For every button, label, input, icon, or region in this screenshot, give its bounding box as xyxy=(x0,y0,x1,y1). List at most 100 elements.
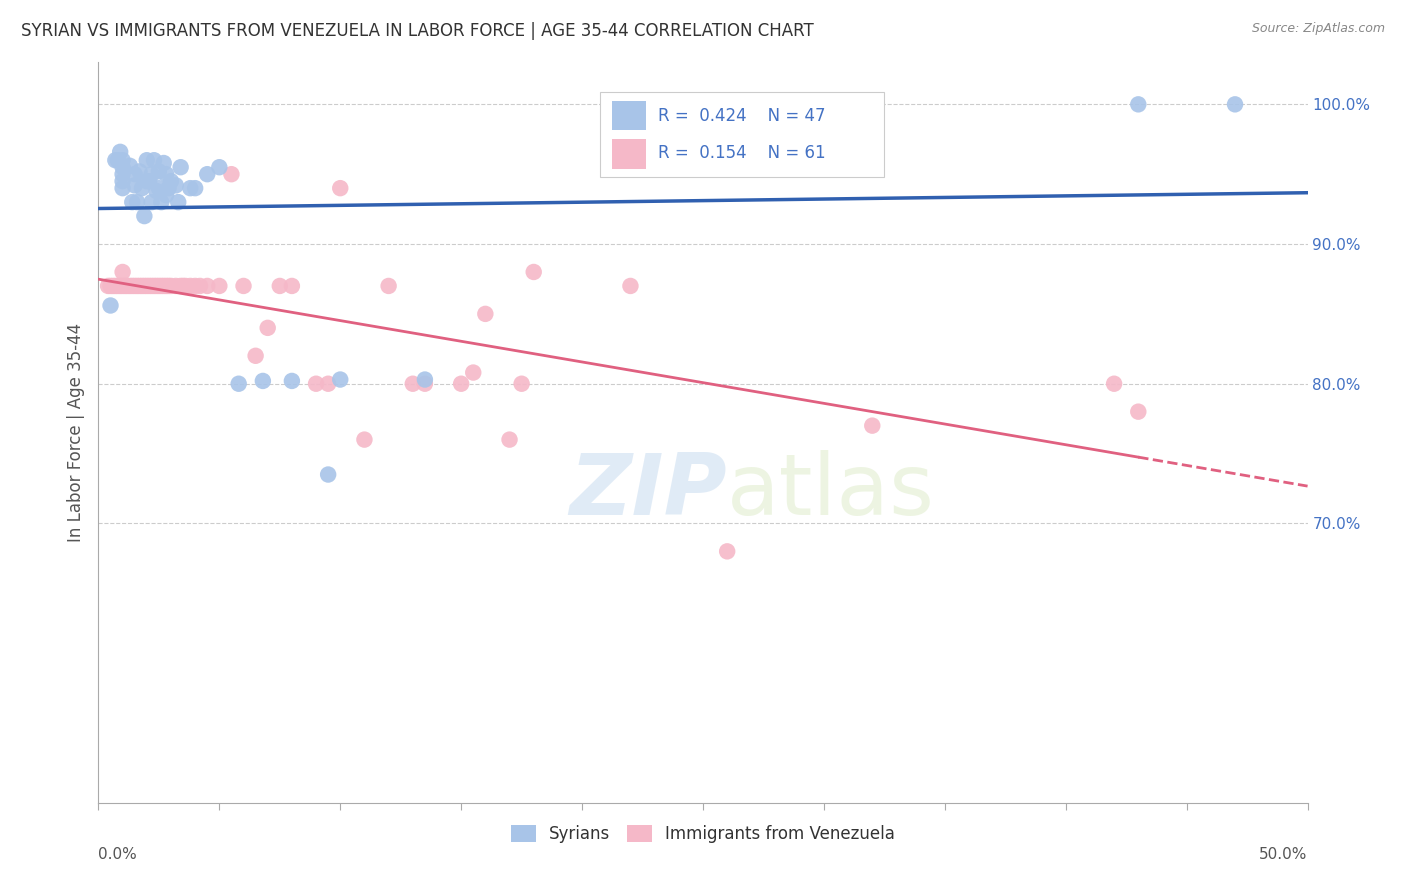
Point xyxy=(150,195,173,210)
Point xyxy=(256,321,278,335)
Point xyxy=(111,153,134,168)
Point xyxy=(155,188,177,202)
Point xyxy=(124,178,146,193)
Point xyxy=(474,307,496,321)
Point xyxy=(377,279,399,293)
Point xyxy=(111,160,134,174)
Point xyxy=(97,279,120,293)
Point xyxy=(281,279,304,293)
Point xyxy=(155,167,177,181)
Point xyxy=(118,159,141,173)
Point xyxy=(269,279,291,293)
Point xyxy=(450,376,472,391)
Point xyxy=(148,164,170,178)
Point xyxy=(413,376,436,391)
Text: 0.0%: 0.0% xyxy=(98,847,138,863)
Point xyxy=(138,174,160,188)
Point xyxy=(1128,97,1150,112)
Point xyxy=(117,279,139,293)
Point xyxy=(523,265,546,279)
Point xyxy=(134,209,156,223)
Point xyxy=(141,195,163,210)
Point xyxy=(111,174,134,188)
Point xyxy=(107,153,129,168)
Point xyxy=(128,164,150,178)
Bar xyxy=(613,101,647,130)
Point xyxy=(329,372,352,386)
Point xyxy=(174,279,197,293)
Point xyxy=(148,279,170,293)
Point xyxy=(108,279,131,293)
Point xyxy=(160,279,183,293)
Point xyxy=(281,374,304,388)
Point xyxy=(305,376,328,391)
Point xyxy=(134,279,156,293)
Point xyxy=(135,279,157,293)
Point xyxy=(157,181,180,195)
Point xyxy=(221,167,243,181)
Point xyxy=(127,195,149,210)
Point xyxy=(131,181,153,195)
Point xyxy=(1128,405,1150,419)
Legend: Syrians, Immigrants from Venezuela: Syrians, Immigrants from Venezuela xyxy=(505,819,901,850)
Text: Source: ZipAtlas.com: Source: ZipAtlas.com xyxy=(1251,22,1385,36)
Text: atlas: atlas xyxy=(727,450,935,533)
Point xyxy=(179,279,201,293)
Point xyxy=(148,181,170,195)
Point xyxy=(252,374,274,388)
Point xyxy=(100,279,122,293)
Text: SYRIAN VS IMMIGRANTS FROM VENEZUELA IN LABOR FORCE | AGE 35-44 CORRELATION CHART: SYRIAN VS IMMIGRANTS FROM VENEZUELA IN L… xyxy=(21,22,814,40)
Point xyxy=(413,372,436,386)
Point xyxy=(152,279,174,293)
Point xyxy=(165,178,187,193)
Point xyxy=(127,279,149,293)
Point xyxy=(208,279,231,293)
Point xyxy=(121,279,143,293)
Point xyxy=(245,349,267,363)
Point xyxy=(100,298,122,312)
Point xyxy=(184,279,207,293)
Point xyxy=(316,467,339,482)
Point xyxy=(353,433,375,447)
Point xyxy=(498,433,520,447)
Point xyxy=(1102,376,1125,391)
Point xyxy=(188,279,211,293)
Point xyxy=(169,160,191,174)
Point xyxy=(111,265,134,279)
Point xyxy=(179,181,201,195)
Text: 50.0%: 50.0% xyxy=(1260,847,1308,863)
Point xyxy=(121,195,143,210)
Point xyxy=(195,279,218,293)
Text: ZIP: ZIP xyxy=(569,450,727,533)
Point xyxy=(108,145,131,159)
Point xyxy=(316,376,339,391)
Point xyxy=(107,279,129,293)
Point xyxy=(104,153,127,168)
Point xyxy=(145,184,167,198)
Point xyxy=(111,279,134,293)
Point xyxy=(463,366,485,380)
Point xyxy=(128,279,150,293)
Point xyxy=(111,181,134,195)
Point xyxy=(138,279,160,293)
Point xyxy=(118,279,141,293)
Point xyxy=(141,167,163,181)
Point xyxy=(232,279,254,293)
Point xyxy=(228,376,250,391)
Text: R =  0.154    N = 61: R = 0.154 N = 61 xyxy=(658,145,825,162)
Point xyxy=(510,376,533,391)
Point xyxy=(716,544,738,558)
Point xyxy=(135,153,157,168)
Point xyxy=(135,174,157,188)
Point xyxy=(111,167,134,181)
Point xyxy=(124,279,146,293)
Point xyxy=(141,279,163,293)
Point xyxy=(157,279,180,293)
Point xyxy=(169,279,191,293)
Point xyxy=(114,279,136,293)
Bar xyxy=(613,139,647,169)
Point xyxy=(152,156,174,170)
Point xyxy=(860,418,883,433)
Point xyxy=(150,279,173,293)
Point xyxy=(402,376,425,391)
